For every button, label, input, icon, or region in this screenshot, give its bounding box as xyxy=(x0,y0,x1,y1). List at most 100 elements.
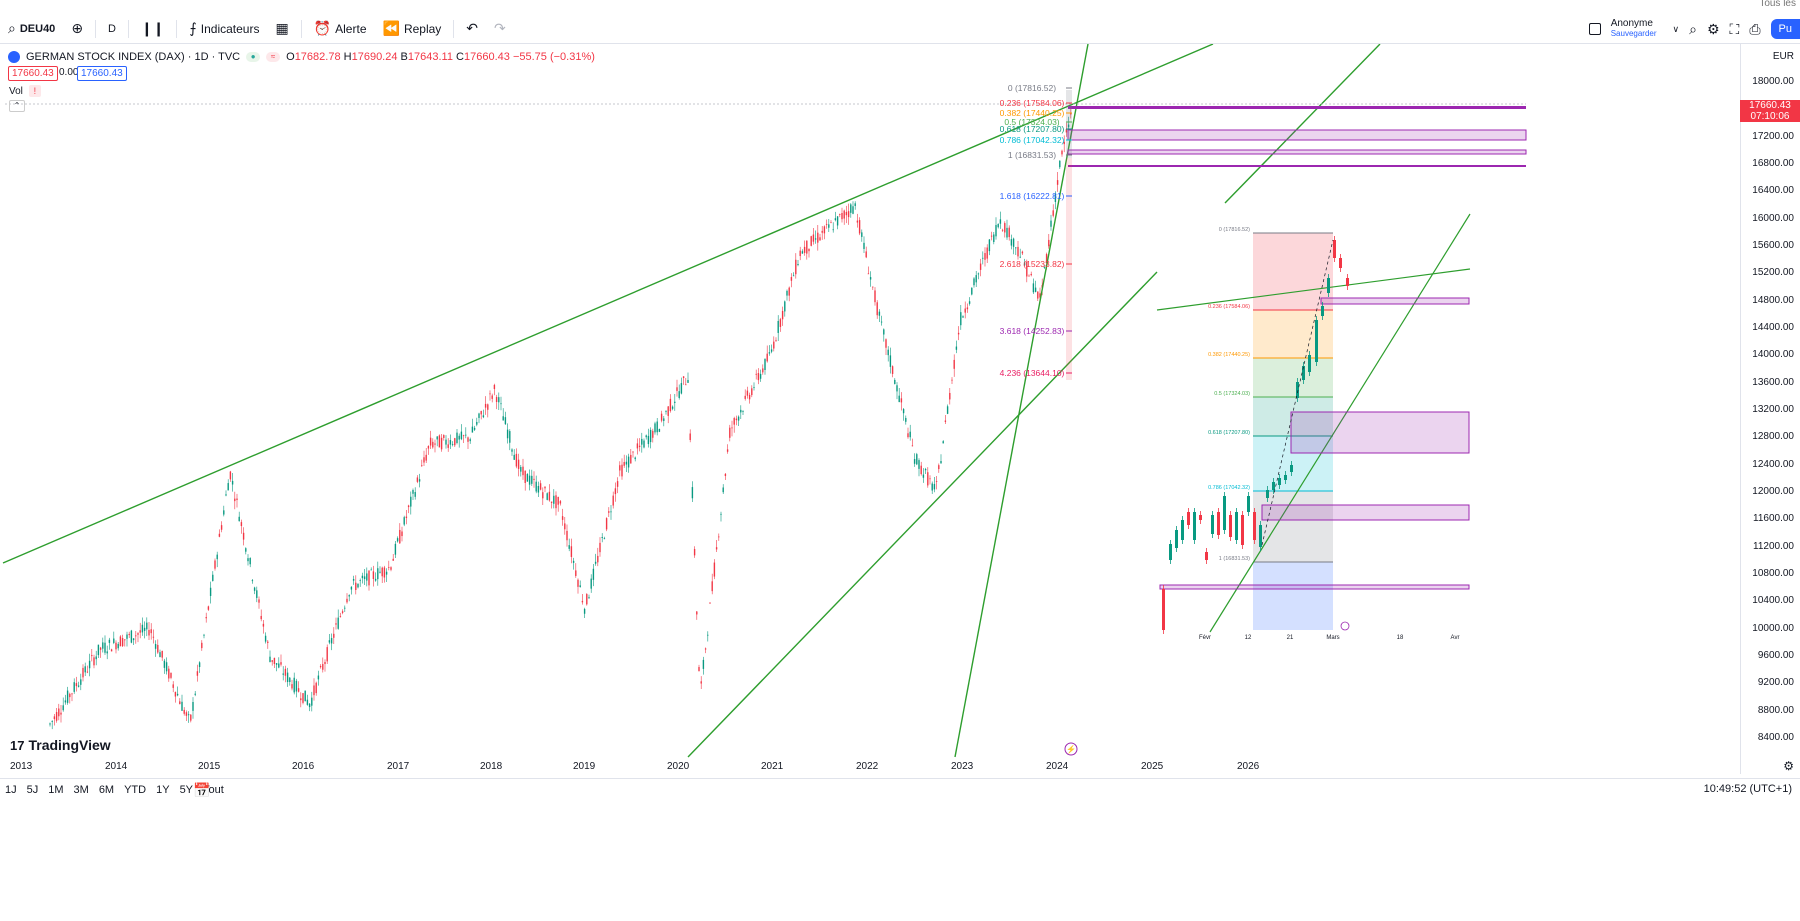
tradingview-logo[interactable]: 17 TradingView xyxy=(10,737,111,753)
date-range-calendar-icon[interactable]: 📅 xyxy=(193,782,211,798)
candle-body xyxy=(190,714,192,721)
time-axis[interactable]: 2013 2014 2015 2016 2017 2018 2019 2020 2021 2022… xyxy=(0,760,1800,774)
candle-body xyxy=(425,454,427,461)
replay-icon: ⏪ xyxy=(382,20,400,36)
candle-body xyxy=(768,352,771,354)
inset-fib-band xyxy=(1253,397,1333,436)
inset-trendline xyxy=(1209,213,1471,633)
candle-body xyxy=(245,548,247,552)
price-tick-label: 14800.00 xyxy=(1752,294,1794,306)
range-button[interactable]: 6M xyxy=(98,783,115,796)
candle-body xyxy=(333,633,335,638)
candle-body xyxy=(764,359,766,371)
range-button[interactable]: 1J xyxy=(5,783,17,796)
interval-button[interactable]: D xyxy=(100,14,124,43)
candle-body xyxy=(707,634,709,636)
candle-body xyxy=(946,406,949,414)
sell-price-box[interactable]: 17660.43 xyxy=(8,66,58,81)
candle-body xyxy=(212,574,214,581)
range-button[interactable]: 5J xyxy=(26,783,39,796)
volume-legend[interactable]: Vol ! xyxy=(9,85,41,97)
fullscreen-icon[interactable]: ⛶ xyxy=(1729,20,1740,37)
replay-button[interactable]: ⏪ Replay xyxy=(375,14,450,43)
currency-label[interactable]: EUR xyxy=(1772,51,1794,62)
alert-button[interactable]: ⏰ Alerte xyxy=(306,14,375,43)
candle-body xyxy=(676,387,678,391)
indicators-button[interactable]: ⨍ Indicateurs xyxy=(181,14,267,43)
camera-icon[interactable]: ⎙ xyxy=(1749,20,1761,37)
compare-button[interactable]: ⊕ xyxy=(63,14,91,43)
candle-body xyxy=(630,454,632,464)
candle-body xyxy=(557,496,559,505)
candle-body xyxy=(1052,210,1054,216)
range-button[interactable]: Tout xyxy=(203,783,224,796)
candle-body xyxy=(102,642,104,649)
candle-body xyxy=(203,634,205,636)
candle-body xyxy=(471,426,474,433)
candle-body xyxy=(163,660,166,668)
range-button[interactable]: 1M xyxy=(48,783,64,796)
candle-body xyxy=(916,454,918,465)
clock-timezone[interactable]: 10:49:52 (UTC+1) xyxy=(1703,783,1792,795)
candle-body xyxy=(920,465,922,475)
candle-body xyxy=(949,392,951,400)
inset-candle-body xyxy=(1187,512,1190,525)
candle-body xyxy=(526,473,529,482)
templates-button[interactable]: ▦ xyxy=(267,14,296,43)
candle-body xyxy=(984,253,986,260)
candle-body xyxy=(377,568,379,580)
axis-settings-gear-icon[interactable]: ⚙ xyxy=(1783,759,1794,773)
price-tick-label: 14400.00 xyxy=(1752,322,1794,333)
candle-body xyxy=(498,397,500,403)
undo-button[interactable]: ↶ xyxy=(458,14,486,43)
candle-body xyxy=(401,531,403,537)
range-bar: 1J 5J 1M 3M 6M YTD 1Y 5Y Tout xyxy=(0,778,1800,800)
price-axis[interactable]: EUR 18000.0017600.0017200.0016800.001640… xyxy=(1740,44,1800,774)
candle-body xyxy=(269,656,271,662)
candle-body xyxy=(53,716,56,720)
candle-body xyxy=(355,582,357,591)
user-layout-button[interactable]: Anonyme Sauvegarder xyxy=(1611,19,1657,39)
quick-search-icon[interactable]: ⌕ xyxy=(1689,20,1697,37)
range-button[interactable]: 1Y xyxy=(156,783,170,796)
fib-level-label: 1 (16831.53) xyxy=(1008,150,1056,160)
candle-body xyxy=(797,264,799,266)
symbol-legend[interactable]: GERMAN STOCK INDEX (DAX) · 1D · TVC ● ≈ … xyxy=(8,51,595,63)
price-chart[interactable]: 0 (17816.52)0.236 (17584.06)0.382 (17440… xyxy=(0,44,1800,874)
settings-gear-icon[interactable]: ⚙ xyxy=(1706,20,1720,37)
candle-body xyxy=(214,560,216,569)
folder-all-label[interactable]: Tous les xyxy=(1759,0,1796,9)
candle-body xyxy=(724,473,727,477)
candle-body xyxy=(436,436,438,440)
candle-body xyxy=(524,470,526,483)
range-button[interactable]: 5Y xyxy=(179,783,194,796)
redo-button[interactable]: ↷ xyxy=(486,14,514,43)
inset-candle-body xyxy=(1175,530,1178,548)
candle-body xyxy=(304,690,306,702)
candle-body xyxy=(324,661,326,665)
candle-body xyxy=(82,667,84,678)
candle-body xyxy=(231,480,234,485)
price-tick-label: 9600.00 xyxy=(1757,650,1794,661)
candle-body xyxy=(601,537,603,539)
candle-body xyxy=(858,220,861,234)
time-tick-label: 2016 xyxy=(292,761,315,772)
candle-body xyxy=(352,578,355,581)
collapse-legend-button[interactable]: ⌃ xyxy=(9,100,25,112)
chart-type-button[interactable]: ❙❙ xyxy=(133,14,172,43)
candle-body xyxy=(975,275,977,283)
candle-body xyxy=(88,660,91,669)
layout-square-icon[interactable] xyxy=(1588,23,1601,35)
range-button[interactable]: 3M xyxy=(73,783,89,796)
candle-body xyxy=(293,677,295,693)
publish-button[interactable]: Pu xyxy=(1770,19,1800,39)
range-button[interactable]: YTD xyxy=(124,783,147,796)
fib-band xyxy=(1066,158,1072,380)
candle-body xyxy=(1054,193,1057,202)
symbol-search[interactable]: ⌕ DEU40 xyxy=(0,14,63,43)
buy-price-box[interactable]: 17660.43 xyxy=(77,66,127,81)
candle-body xyxy=(418,479,421,482)
chevron-down-icon[interactable]: ∨ xyxy=(1672,23,1680,34)
candle-body xyxy=(69,693,71,698)
inset-zone xyxy=(1290,411,1470,454)
